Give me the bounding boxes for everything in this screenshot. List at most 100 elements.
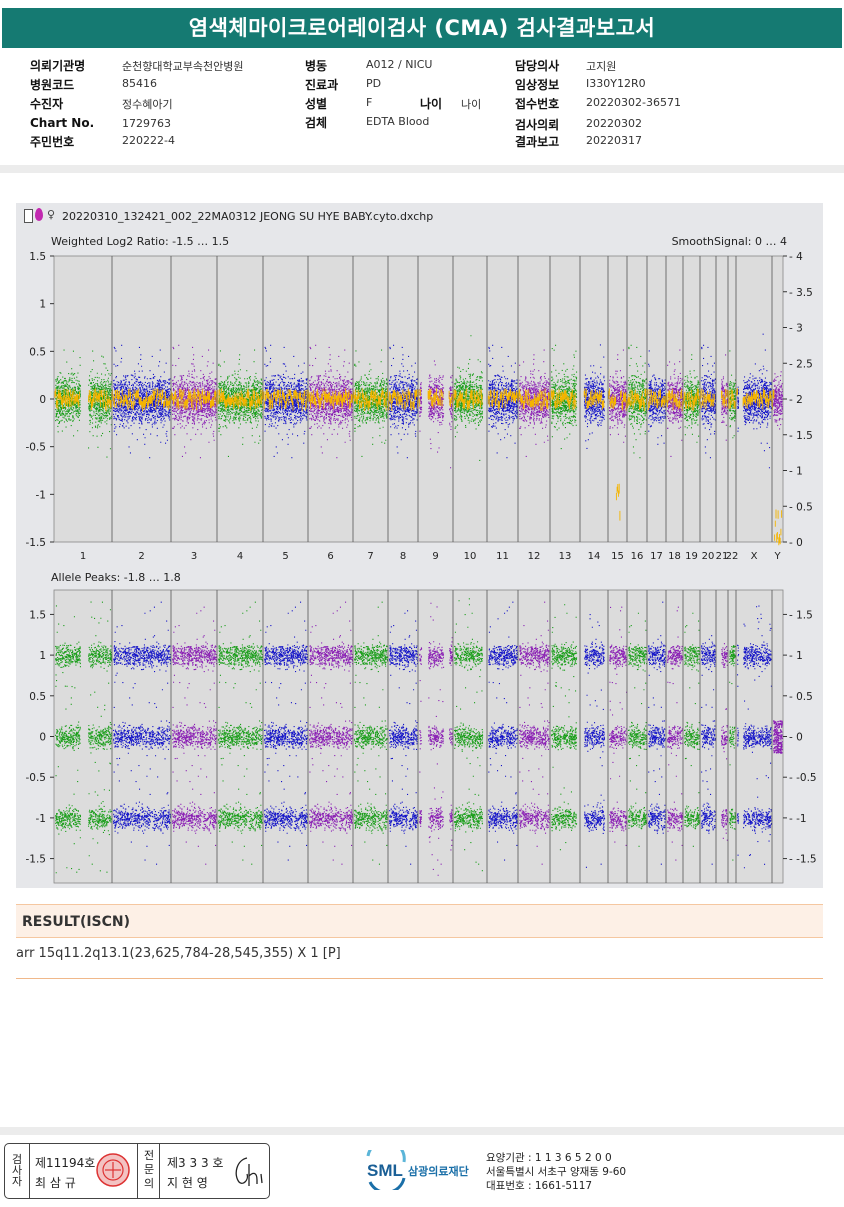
- result-divider: [16, 978, 823, 979]
- sample-marker-icon: [35, 208, 43, 221]
- y2-tick-label: - -1: [789, 813, 807, 825]
- chromosome-label: 17: [650, 551, 663, 562]
- info-label: 담당의사: [515, 59, 560, 73]
- result-heading: RESULT(ISCN): [16, 904, 823, 938]
- chromosome-label: 11: [496, 551, 509, 562]
- info-value: EDTA Blood: [366, 115, 430, 128]
- y2-tick-label: - 3: [789, 323, 803, 335]
- panel1-label: Weighted Log2 Ratio: -1.5 … 1.5: [51, 235, 229, 248]
- sml-logo: SML 삼광의료재단: [366, 1150, 469, 1190]
- age-value: 나이: [461, 98, 482, 111]
- y-tick-label: -0.5: [26, 442, 47, 454]
- file-name: 20220310_132421_002_22MA0312 JEONG SU HY…: [62, 210, 434, 223]
- y-tick-label: 1: [39, 299, 46, 311]
- info-label: 성별: [305, 97, 328, 111]
- chromosome-label: Y: [773, 551, 781, 562]
- info-label: Chart No.: [30, 116, 95, 130]
- info-value: PD: [366, 77, 382, 90]
- y2-tick-label: - 4: [789, 251, 803, 263]
- cma-plot-panel: ♀ 20220310_132421_002_22MA0312 JEONG SU …: [16, 203, 823, 888]
- y2-tick-label: - 1.5: [789, 430, 813, 442]
- info-value: 순천향대학교부속천안병원: [122, 60, 244, 73]
- chromosome-label: 19: [685, 551, 698, 562]
- chromosome-label: 1: [80, 551, 86, 562]
- inst-code: 요양기관 : 1 1 3 6 5 2 0 0: [486, 1152, 612, 1164]
- inst-phone: 대표번호 : 1661-5117: [486, 1180, 593, 1192]
- chromosome-label: 3: [191, 551, 197, 562]
- info-value: A012 / NICU: [366, 58, 433, 71]
- y2-tick-label: - 1.5: [789, 609, 813, 621]
- y2-tick-label: - 2.5: [789, 358, 813, 370]
- chromosome-label: 10: [464, 551, 477, 562]
- info-label: 주민번호: [30, 135, 75, 149]
- info-value: F: [366, 96, 373, 109]
- brand-short: SML: [367, 1161, 403, 1180]
- chromosome-label: 9: [432, 551, 438, 562]
- chromosome-label: 21: [716, 551, 729, 562]
- chromosome-label: 16: [631, 551, 644, 562]
- smooth-signal-line: [54, 388, 783, 546]
- info-label: 수진자: [30, 97, 64, 111]
- y-tick-label: 1: [39, 650, 46, 662]
- info-value: 고지원: [586, 60, 617, 73]
- chromosome-label: 14: [588, 551, 601, 562]
- y-tick-label: 1.5: [29, 609, 46, 621]
- info-label: 병동: [305, 59, 328, 73]
- age-label: 나이: [420, 97, 443, 111]
- chromosome-label: 7: [367, 551, 373, 562]
- female-symbol-icon: ♀: [47, 208, 56, 221]
- y-tick-label: 1.5: [29, 251, 46, 263]
- info-label: 검사의뢰: [515, 118, 560, 132]
- chromosome-label: 8: [400, 551, 406, 562]
- y-tick-label: -1: [36, 489, 46, 501]
- box-separator: [137, 1144, 138, 1198]
- y2-tick-label: - 0.5: [789, 501, 813, 513]
- allele-dots: [113, 601, 773, 869]
- brand-name: 삼광의료재단: [408, 1164, 469, 1178]
- y2-tick-label: - 0.5: [789, 691, 813, 703]
- y2-tick-label: - 3.5: [789, 287, 813, 299]
- y-tick-label: -1: [36, 813, 46, 825]
- footer-divider: [0, 1127, 844, 1135]
- y-tick-label: 0: [39, 394, 46, 406]
- info-value: I330Y12R0: [586, 77, 646, 90]
- allele-peak-points: [55, 598, 783, 876]
- chromosome-label: 20: [702, 551, 715, 562]
- result-iscn-text: arr 15q11.2q13.1(23,625,784-28,545,355) …: [16, 946, 341, 961]
- y-tick-label: 0.5: [29, 691, 46, 703]
- signature-image: [235, 1157, 263, 1186]
- examiner-name: 최 삼 규: [35, 1176, 76, 1190]
- patient-info-section: 의뢰기관명 순천향대학교부속천안병원 병원코드 85416 수진자 정수혜아기 …: [0, 50, 844, 166]
- report-title: 염색체마이크로어레이검사 (CMA) 검사결과보고서: [2, 8, 842, 48]
- chromosome-label: X: [751, 551, 758, 562]
- info-value: 정수혜아기: [122, 98, 173, 111]
- y-tick-label: 0.5: [29, 346, 46, 358]
- y2-tick-label: - 2: [789, 394, 803, 406]
- y-tick-label: -1.5: [26, 537, 47, 549]
- allele-peaks-plot-area: [53, 589, 784, 884]
- chromosome-label: 5: [282, 551, 288, 562]
- chromosome-label: 12: [528, 551, 541, 562]
- chromosome-label: 22: [726, 551, 739, 562]
- y-tick-label: 0: [39, 732, 46, 744]
- y-tick-label: -1.5: [26, 854, 47, 866]
- info-value: 20220302-36571: [586, 96, 681, 109]
- file-icon: [24, 209, 33, 223]
- box-separator: [159, 1144, 160, 1198]
- info-label: 검체: [305, 116, 328, 130]
- chromosome-label: 2: [138, 551, 144, 562]
- info-label: 진료과: [305, 78, 339, 92]
- y2-tick-label: - -0.5: [789, 772, 817, 784]
- info-value: 20220317: [586, 134, 642, 147]
- specialist-license: 제3 3 3 호: [167, 1156, 224, 1170]
- info-label: 병원코드: [30, 78, 75, 92]
- y2-tick-label: - -1.5: [789, 854, 817, 866]
- info-value: 1729763: [122, 117, 171, 130]
- y2-tick-label: - 0: [789, 732, 803, 744]
- section-divider: [0, 165, 844, 173]
- info-value: 20220302: [586, 117, 642, 130]
- info-label: 결과보고: [515, 135, 560, 149]
